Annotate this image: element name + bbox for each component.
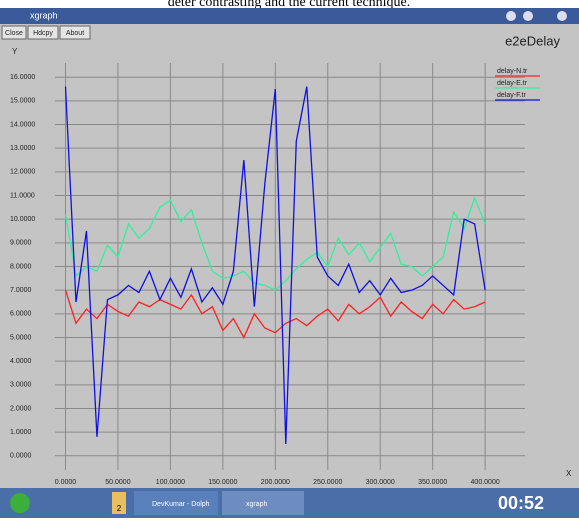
- legend-label: delay-N.tr: [497, 68, 528, 75]
- maximize-button[interactable]: [523, 11, 533, 21]
- pager-label: 2: [117, 504, 122, 513]
- window-title: xgraph: [30, 10, 58, 20]
- y-tick-label: 1.0000: [10, 429, 32, 436]
- x-tick-label: 250.0000: [313, 479, 342, 486]
- y-tick-label: 13.0000: [10, 145, 35, 152]
- task-label: xgraph: [246, 501, 268, 508]
- y-tick-label: 0.0000: [10, 453, 32, 460]
- y-tick-label: 9.0000: [10, 240, 32, 247]
- task-button[interactable]: [222, 491, 304, 515]
- toolbar-button[interactable]: [1, 25, 27, 40]
- x-tick-label: 200.0000: [261, 479, 290, 486]
- y-tick-label: 8.0000: [10, 263, 32, 270]
- toolbar-button-label: Close: [5, 30, 23, 37]
- y-tick-label: 7.0000: [10, 287, 32, 294]
- y-tick-label: 15.0000: [10, 98, 35, 105]
- x-tick-label: 300.0000: [366, 479, 395, 486]
- y-tick-label: 11.0000: [10, 192, 35, 199]
- title-bar: [0, 8, 579, 24]
- series-line: [64, 196, 486, 291]
- y-tick-label: 6.0000: [10, 311, 32, 318]
- x-tick-label: 50.0000: [105, 479, 130, 486]
- x-tick-label: 150.0000: [208, 479, 237, 486]
- y-tick-label: 4.0000: [10, 358, 32, 365]
- x-tick-label: 100.0000: [156, 479, 185, 486]
- chart-title: e2eDelay: [505, 33, 560, 48]
- legend-label: delay-E.tr: [497, 80, 528, 87]
- x-axis-label: X: [566, 469, 572, 478]
- x-tick-label: 400.0000: [471, 479, 500, 486]
- pager[interactable]: [112, 492, 126, 514]
- start-button[interactable]: [10, 493, 30, 513]
- caption: deter contrasting and the current techni…: [168, 0, 411, 10]
- minimize-button[interactable]: [506, 11, 516, 21]
- y-tick-label: 16.0000: [10, 74, 35, 81]
- legend-label: delay-F.tr: [497, 92, 526, 99]
- series-line: [64, 289, 486, 339]
- x-tick-label: 0.0000: [55, 479, 77, 486]
- y-tick-label: 12.0000: [10, 169, 35, 176]
- task-label: DevKumar - Dolph: [152, 501, 210, 508]
- close-button[interactable]: [557, 11, 567, 21]
- y-tick-label: 14.0000: [10, 121, 35, 128]
- task-button[interactable]: [134, 491, 218, 515]
- toolbar-button-label: About: [66, 30, 84, 37]
- window-body: [0, 24, 579, 488]
- y-axis-label: Y: [12, 47, 18, 56]
- series-line: [64, 86, 486, 444]
- toolbar-button-label: Hdcpy: [33, 30, 53, 37]
- y-tick-label: 5.0000: [10, 334, 32, 341]
- y-tick-label: 2.0000: [10, 405, 32, 412]
- toolbar-button[interactable]: [59, 25, 91, 40]
- y-tick-label: 3.0000: [10, 382, 32, 389]
- x-tick-label: 350.0000: [418, 479, 447, 486]
- clock: 00:52: [498, 493, 544, 513]
- toolbar-button[interactable]: [27, 25, 59, 40]
- y-tick-label: 10.0000: [10, 216, 35, 223]
